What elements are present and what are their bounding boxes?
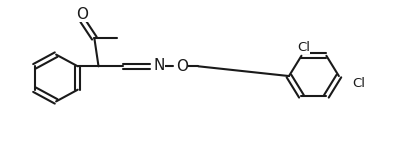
Text: O: O — [76, 7, 88, 22]
Text: Cl: Cl — [297, 41, 310, 54]
Text: O: O — [176, 59, 188, 74]
Text: Cl: Cl — [352, 77, 365, 90]
Text: N: N — [153, 58, 165, 73]
